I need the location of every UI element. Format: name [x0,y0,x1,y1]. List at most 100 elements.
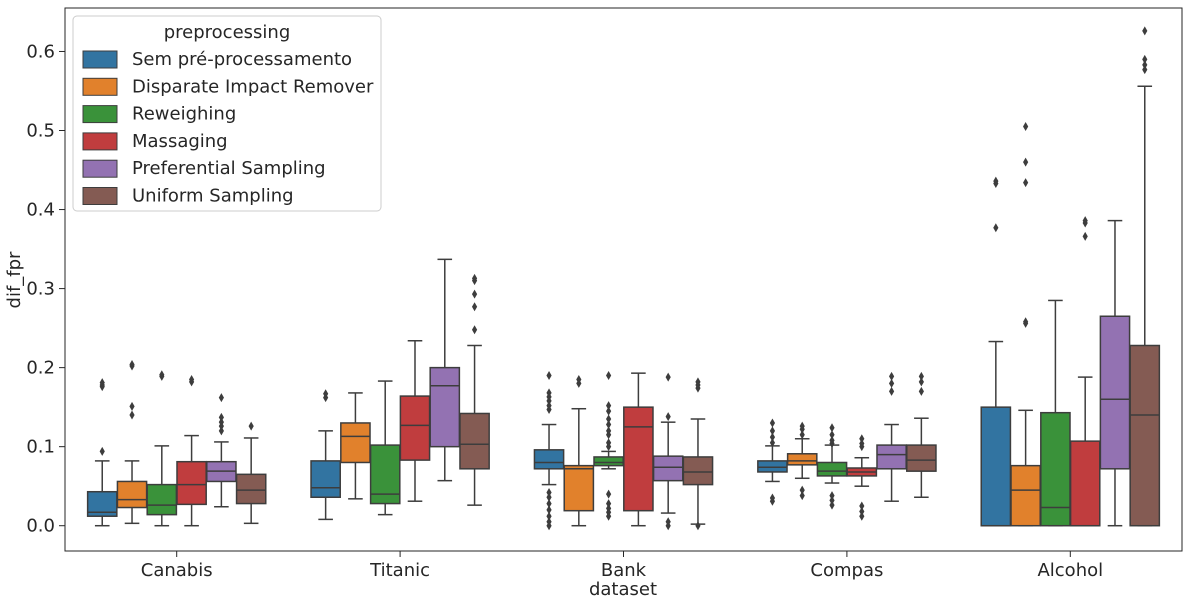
outlier-point [606,401,612,411]
box-2-2 [593,371,624,521]
outlier-point [218,412,224,422]
outlier-point [606,499,612,509]
legend-label: Sem pré-processamento [132,49,352,70]
box-2-1 [563,374,595,527]
outlier-point [859,506,865,516]
x-tick-label: Alcohol [1037,560,1103,581]
legend-swatch [82,105,118,124]
box-0-2 [146,370,178,527]
box-iqr [1129,344,1161,527]
x-axis-label: dataset [589,579,657,600]
y-axis-label: dif_fpr [4,251,25,309]
legend-swatch [82,77,118,96]
outlier-point [1023,157,1029,167]
box-3-0 [757,418,788,506]
legend-item: Massaging [82,131,228,152]
outlier-point [799,491,805,501]
outlier-point [1142,65,1148,75]
box-iqr [116,480,148,509]
y-axis: 0.0 0.1 0.2 0.3 0.4 0.5 0.6 [26,41,65,537]
outlier-point [606,414,612,424]
x-tick-label: Canabis [141,560,213,581]
legend-item: Reweighing [82,104,236,125]
outlier-point [1082,216,1088,226]
x-axis: Canabis Titanic Bank Compas Alcohol [141,551,1103,581]
outlier-point [129,359,135,369]
outlier-point [99,446,105,456]
outlier-point [918,371,924,381]
box-iqr [623,406,654,512]
outlier-point [129,401,135,411]
legend-item: Preferential Sampling [82,158,326,179]
outlier-point [606,503,612,513]
outlier-point [799,430,805,440]
outlier-point [888,386,895,396]
legend-label: Uniform Sampling [132,186,294,207]
legend-items: Sem pré-processamento Disparate Impact Re… [82,49,374,207]
box-1-5 [459,273,490,506]
y-tick-label: 0.2 [26,358,55,379]
legend-item: Disparate Impact Remover [82,76,374,97]
outlier-point [859,439,865,449]
outlier-point [471,273,478,283]
outlier-point [218,393,224,403]
outlier-point [471,289,478,299]
legend-swatch [82,187,118,205]
outlier-point [888,378,895,388]
legend-label: Massaging [132,131,228,152]
box-0-5 [235,421,267,525]
outlier-point [546,388,552,398]
outlier-point [546,505,552,515]
box-1-0 [310,389,341,521]
box-iqr [340,422,371,464]
outlier-point [1142,26,1148,36]
box-2-4 [652,372,684,531]
outlier-point [829,491,835,501]
box-iqr [786,453,818,466]
box-0-3 [176,374,207,527]
outlier-point [576,374,582,384]
outlier-point [606,438,612,448]
outlier-point [1082,231,1088,241]
box-iqr [235,473,267,505]
outlier-point [918,386,924,396]
outlier-point [829,495,835,505]
legend-frame [72,15,382,212]
legend-item: Sem pré-processamento [82,49,352,70]
box-1-3 [399,340,431,502]
y-tick-label: 0.3 [26,279,55,300]
outlier-point [248,421,254,431]
outlier-point [606,420,612,430]
outlier-point [546,492,552,502]
box-iqr [399,395,431,461]
outlier-point [859,501,865,511]
legend-label: Disparate Impact Remover [132,76,374,97]
legend: preprocessing Sem pré-processamento Dispa… [72,15,382,212]
box-2-5 [682,377,714,531]
box-iqr [146,483,178,516]
box-4-2 [1040,299,1071,527]
outlier-point [1023,178,1029,188]
outlier-point [665,372,671,382]
box-iqr [1069,440,1101,527]
box-iqr [652,455,684,482]
outlier-point [918,377,924,387]
box-2-0 [533,371,565,531]
outlier-point [99,378,105,388]
outlier-point [1023,317,1029,327]
box-iqr [1040,411,1071,527]
y-tick-label: 0.0 [26,516,55,537]
x-tick-label: Titanic [369,560,430,581]
outlier-point [218,417,224,427]
box-iqr [1010,464,1041,527]
box-iqr [310,460,341,499]
outlier-point [218,426,224,436]
box-3-5 [906,371,937,499]
legend-title: preprocessing [164,22,291,43]
y-tick-label: 0.6 [26,41,55,62]
outlier-point [769,432,776,442]
outlier-point [829,423,835,433]
box-3-1 [786,421,818,501]
box-0-1 [116,359,148,525]
outlier-point [799,485,805,495]
